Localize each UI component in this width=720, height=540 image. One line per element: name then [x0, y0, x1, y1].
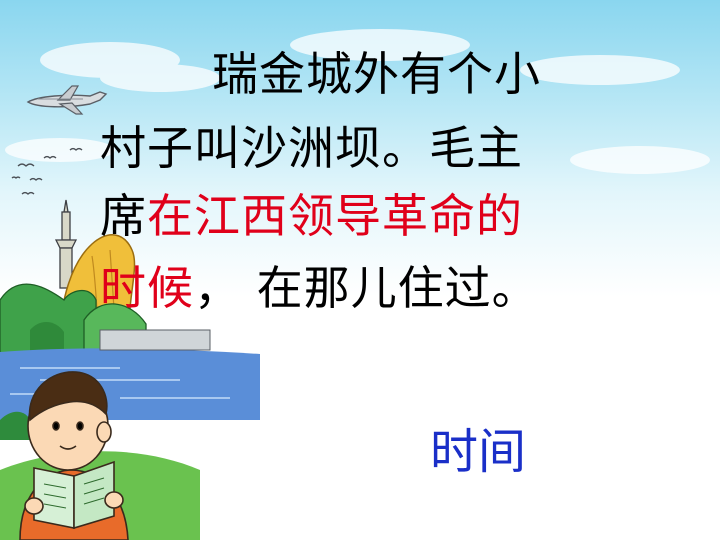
tower-icon	[54, 199, 78, 289]
text-line-3-highlight: 在江西领导革命的	[147, 189, 523, 243]
text-line-2-content: 村子叫沙洲坝。毛主	[100, 121, 523, 175]
vocab-word: 时间	[430, 424, 527, 480]
text-line-3-prefix: 席	[100, 189, 147, 243]
airplane-icon	[26, 85, 108, 115]
text-line-3: 席在江西领导革命的	[100, 186, 640, 246]
cloud-icon	[5, 29, 710, 174]
text-line-2: 村子叫沙洲坝。毛主	[100, 118, 640, 178]
text-line-4-highlight: 时候	[100, 261, 194, 315]
birds-icon	[11, 147, 83, 195]
text-line-4: 时候， 在那儿住过。	[100, 258, 640, 318]
boy-reading-icon	[19, 371, 129, 540]
text-line-1-content: 瑞金城外有个小	[212, 47, 541, 101]
text-line-4-suffix: ， 在那儿住过。	[194, 261, 539, 315]
text-line-1: 瑞金城外有个小	[100, 44, 640, 104]
